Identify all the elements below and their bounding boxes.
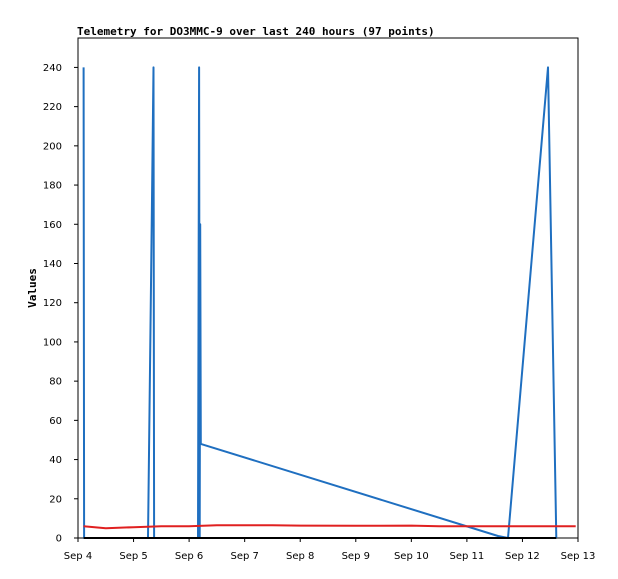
- y-tick-label: 0: [56, 534, 62, 545]
- y-tick-label: 20: [49, 494, 62, 505]
- y-tick-label: 80: [49, 377, 62, 388]
- y-tick-label: 220: [43, 102, 62, 113]
- y-axis-ticks: 0 20 40 60 80 100 120 140 160 180 200 220 240: [43, 63, 78, 545]
- y-tick-label: 180: [43, 181, 62, 192]
- y-tick-label: 100: [43, 337, 62, 348]
- x-axis-ticks: Sep 4 Sep 5 Sep 6 Sep 7 Sep 8 Sep 9 Sep 10 Sep …: [64, 538, 596, 562]
- chart-title: Telemetry for DO3MMC-9 over last 240 hou…: [77, 25, 435, 38]
- x-tick-label: Sep 8: [286, 551, 314, 562]
- x-tick-label: Sep 7: [230, 551, 258, 562]
- y-tick-label: 40: [49, 455, 62, 466]
- x-tick-label: Sep 12: [505, 551, 540, 562]
- y-tick-label: 120: [43, 298, 62, 309]
- x-tick-label: Sep 9: [342, 551, 370, 562]
- series-layer: [82, 66, 576, 539]
- y-tick-label: 140: [43, 259, 62, 270]
- x-tick-label: Sep 5: [119, 551, 147, 562]
- y-tick-label: 240: [43, 63, 62, 74]
- x-tick-label: Sep 10: [394, 551, 429, 562]
- plot-area: [77, 37, 579, 539]
- y-tick-label: 160: [43, 220, 62, 231]
- x-tick-label: Sep 6: [175, 551, 203, 562]
- series-line-2: [83, 524, 576, 530]
- y-tick-label: 200: [43, 141, 62, 152]
- y-axis-label: Values: [26, 268, 39, 308]
- x-tick-label: Sep 4: [64, 551, 92, 562]
- x-tick-label: Sep 13: [561, 551, 596, 562]
- x-tick-label: Sep 11: [450, 551, 485, 562]
- y-tick-label: 60: [49, 416, 62, 427]
